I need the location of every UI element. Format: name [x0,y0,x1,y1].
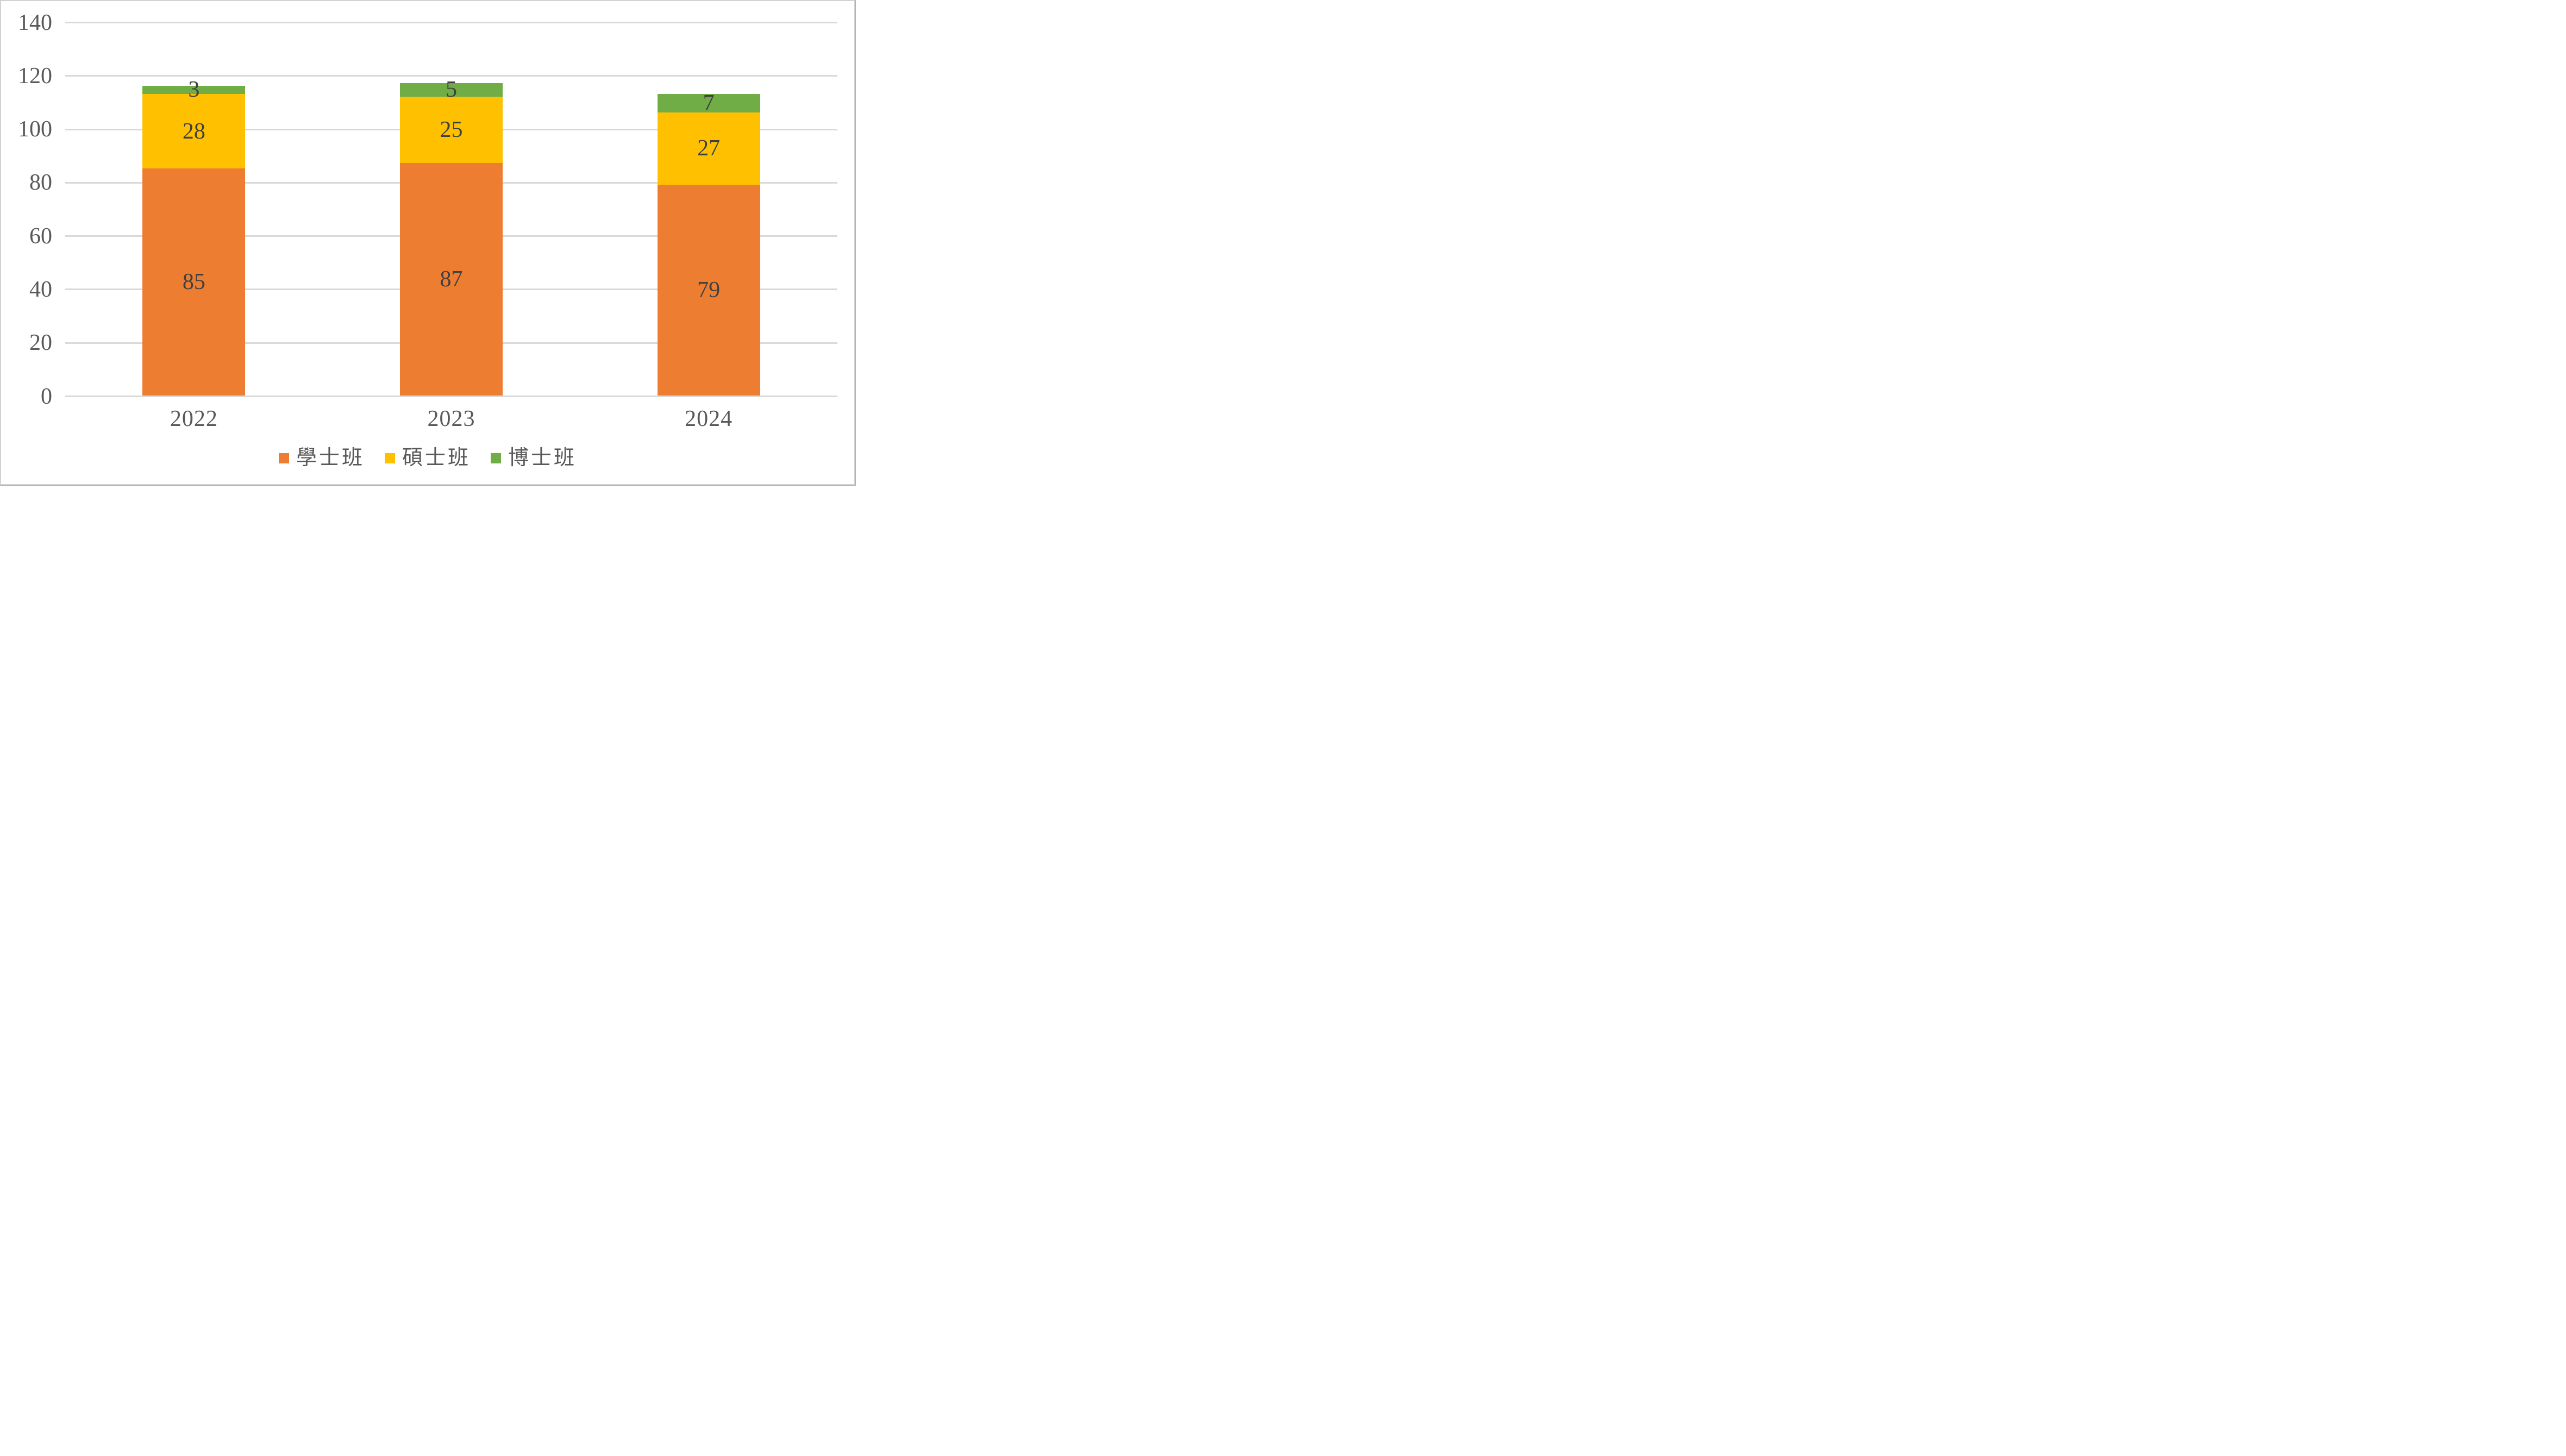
y-axis-tick-label: 80 [29,170,52,196]
legend-item-master: 碩士班 [384,447,471,469]
y-axis-tick-label: 60 [29,223,52,249]
y-axis-tick-label: 140 [18,10,52,35]
data-label: 25 [440,117,463,143]
x-axis-label: 2024 [685,406,733,431]
bar-segment [142,85,246,94]
y-axis-tick-label: 100 [18,117,52,142]
bar-2023: 87 25 5 [400,78,503,396]
bar-segment [142,168,246,396]
data-label: 28 [182,118,205,144]
legend-label-bachelor: 學士班 [296,447,365,469]
legend-item-bachelor: 學士班 [278,447,365,469]
x-axis-label: 2023 [427,406,475,431]
legend-swatch-doctoral [491,453,501,463]
data-label: 5 [446,77,457,103]
bar-segment [400,83,503,97]
y-axis-tick-label: 0 [41,384,52,409]
bar-segment [657,112,760,185]
data-label: 79 [697,277,721,303]
bar-2024: 79 27 7 [657,90,760,396]
plot-area: 85 28 3 87 25 5 79 27 7 [65,22,837,397]
bar-segment [142,93,246,169]
legend-item-doctoral: 博士班 [491,448,577,468]
gridline [65,396,837,397]
y-axis-tick-label: 120 [18,63,52,89]
data-label: 3 [188,77,200,103]
x-axis-label: 2022 [170,406,218,431]
bar-segment [400,96,503,164]
legend: 學士班 碩士班 博士班 [1,448,854,468]
legend-label-doctoral: 博士班 [508,447,577,469]
data-label: 87 [440,267,463,292]
y-axis-tick-label: 40 [29,277,52,302]
data-label: 27 [697,136,721,161]
bar-segment [657,184,760,396]
data-label: 7 [703,90,715,116]
bar-2022: 85 28 3 [142,78,246,396]
bar-segment [400,163,503,396]
gridline [65,75,837,77]
legend-swatch-master [384,453,395,463]
data-label: 85 [182,269,205,295]
gridline [65,22,837,23]
y-axis-tick-label: 20 [29,330,52,356]
stacked-bar-chart: 85 28 3 87 25 5 79 27 7 學士班 碩士班 博士班 0 20 40 60 80 100… [0,0,856,486]
legend-swatch-bachelor [278,453,289,463]
bar-segment [657,93,760,113]
legend-label-master: 碩士班 [402,447,471,469]
